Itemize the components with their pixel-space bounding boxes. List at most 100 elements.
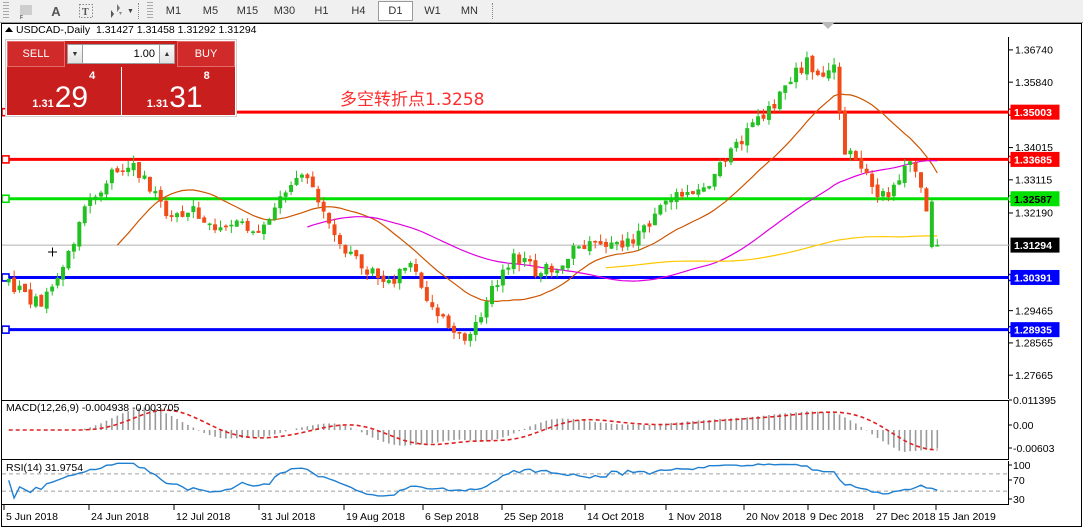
time-tick-label: 14 Oct 2018: [587, 511, 644, 523]
time-tick-label: 6 Sep 2018: [425, 511, 479, 523]
macd-tick-label: 0.011395: [1013, 395, 1056, 407]
timeframe-m5[interactable]: M5: [202, 5, 219, 17]
price-tag-label: 1.28935: [1014, 325, 1052, 337]
timeframe-m30[interactable]: M30: [273, 5, 296, 17]
time-tick-label: 24 Jun 2018: [91, 511, 149, 523]
timeframe-group: M1 M5 M15 M30 H1 H4 D1 W1 MN: [155, 1, 488, 21]
macd-pane[interactable]: MACD(12,26,9) -0.004938 -0.003705: [2, 400, 1009, 460]
timeframe-h4[interactable]: H4: [351, 5, 366, 17]
macd-chart-svg: [8, 407, 939, 452]
ma-fast-line: [116, 93, 938, 303]
timeframe-h1[interactable]: H1: [314, 5, 329, 17]
trade-panel-top: SELL ▼ 1.00 ▲ BUY: [7, 41, 235, 67]
time-tick-label: 19 Aug 2018: [346, 511, 405, 523]
hline-handle[interactable]: [2, 155, 10, 164]
price-tag-1.32587[interactable]: 1.32587: [1009, 191, 1060, 207]
ma-mid-line: [307, 159, 938, 282]
timeframe-m1[interactable]: M1: [165, 5, 182, 17]
price-tick-label: 1.32190: [1015, 208, 1053, 220]
expand-triangle-icon[interactable]: [5, 27, 13, 32]
timeframe-mn[interactable]: MN: [460, 5, 478, 17]
price-scale[interactable]: 1.367401.358401.349151.340151.331151.321…: [1009, 37, 1081, 505]
price-tick-label: 1.29465: [1015, 305, 1053, 317]
rsi-tick-label: 100: [1013, 460, 1031, 472]
sell-price-fraction: 4: [89, 70, 96, 82]
volume-increment-button[interactable]: ▲: [159, 44, 175, 64]
macd-tick-label: 0.00: [1013, 420, 1034, 432]
price-tag-1.35003[interactable]: 1.35003: [1009, 104, 1060, 120]
volume-input[interactable]: 1.00: [83, 44, 159, 64]
hline-handle[interactable]: [2, 273, 10, 282]
svg-text:T: T: [82, 7, 89, 18]
toolbar-grip-2[interactable]: [146, 2, 153, 20]
time-tick-label: 1 Nov 2018: [668, 511, 722, 523]
price-tag-1.30391[interactable]: 1.30391: [1009, 269, 1060, 285]
chart-window: USDCAD-,Daily 1.31427 1.31458 1.31292 1.…: [1, 22, 1082, 527]
toolbar: F A T ▼ M1 M5 M15 M30 H1 H4 D1 W1 MN: [0, 0, 1083, 23]
macd-signal-line: [8, 409, 938, 451]
price-tag-label: 1.33685: [1014, 154, 1052, 166]
ohlc-values: 1.31427 1.31458 1.31292 1.31294: [95, 24, 257, 36]
price-tick-label: 1.27665: [1015, 370, 1053, 382]
hline-handle[interactable]: [2, 194, 10, 204]
objects-dropdown-caret[interactable]: ▼: [127, 7, 134, 15]
price-tag-label: 1.32587: [1014, 194, 1052, 206]
time-tick-label: 9 Dec 2018: [810, 511, 864, 523]
time-axis: 5 Jun 2018 24 Jun 2018 12 Jul 2018 31 Jul 2…: [2, 505, 1081, 526]
sell-price-big: 1.31: [32, 98, 54, 110]
crosshair-cursor: [48, 247, 57, 257]
time-tick-label: 27 Dec 2018: [876, 511, 936, 523]
svg-text:F: F: [20, 15, 23, 19]
price-tick-label: 1.36740: [1015, 45, 1053, 57]
timeframe-w1[interactable]: W1: [424, 5, 441, 17]
rsi-pane[interactable]: RSI(14) 31.9754: [2, 461, 1010, 505]
macd-tick-label: -0.00603: [1013, 443, 1055, 455]
price-tick-label: 1.33115: [1015, 174, 1052, 186]
time-tick-label: 31 Jul 2018: [261, 511, 315, 523]
buy-button[interactable]: BUY: [177, 41, 235, 67]
symbol-title: USDCAD-,Daily: [16, 24, 91, 36]
price-tick-label: 1.28565: [1015, 338, 1053, 350]
rsi-tick-label: 70: [1013, 475, 1025, 487]
text-box-icon[interactable]: T: [71, 1, 101, 21]
volume-control[interactable]: ▼ 1.00 ▲: [65, 41, 177, 67]
price-tag-1.33685[interactable]: 1.33685: [1009, 151, 1060, 167]
price-chart-svg: [2, 51, 1010, 347]
collapse-arrow-icon[interactable]: [821, 22, 835, 29]
buy-price[interactable]: 1.31 31 8: [120, 67, 236, 115]
price-tick-label: 1.34015: [1015, 142, 1053, 154]
time-tick-label: 25 Sep 2018: [504, 511, 564, 523]
objects-icon[interactable]: [101, 1, 131, 21]
text-label-icon[interactable]: A: [41, 1, 71, 21]
sell-price[interactable]: 1.31 29 4: [7, 67, 121, 115]
buy-price-big: 1.31: [146, 98, 169, 110]
crosshair-grid-icon[interactable]: F: [11, 1, 41, 21]
trade-panel-prices: 1.31 29 4 1.31 31 8: [7, 67, 235, 115]
price-tag-1.28935[interactable]: 1.28935: [1009, 322, 1060, 338]
time-tick-label: 12 Jul 2018: [176, 511, 230, 523]
timeframe-d1[interactable]: D1: [377, 1, 413, 21]
time-tick-label: 20 Nov 2018: [746, 511, 806, 523]
buy-price-pips: 31: [169, 81, 203, 114]
price-tag-label: 1.35003: [1014, 107, 1052, 119]
macd-label: MACD(12,26,9) -0.004938 -0.003705: [6, 402, 180, 414]
price-tag-label: 1.31294: [1014, 240, 1052, 252]
toolbar-grip-1[interactable]: [3, 2, 9, 20]
timeframe-m15[interactable]: M15: [236, 5, 259, 17]
volume-decrement-button[interactable]: ▼: [67, 44, 83, 64]
toolbar-divider-2: [491, 3, 494, 19]
time-tick-label: 15 Jan 2019: [938, 511, 996, 523]
time-tick-label: 5 Jun 2018: [6, 511, 58, 523]
ma-slow-line: [605, 235, 938, 269]
macd-histogram: [73, 407, 939, 452]
hline-handle[interactable]: [2, 325, 10, 334]
sell-button[interactable]: SELL: [7, 41, 65, 67]
price-tag-1.31294[interactable]: 1.31294: [1010, 237, 1060, 253]
sell-price-pips: 29: [54, 81, 89, 114]
toolbar-divider-1: [137, 3, 140, 19]
price-pane[interactable]: 多空转折点1.3258: [2, 37, 1010, 399]
one-click-trading-panel[interactable]: SELL ▼ 1.00 ▲ BUY 1.31 29 4 1.31 31 8: [6, 40, 236, 116]
time-axis-svg: 5 Jun 2018 24 Jun 2018 12 Jul 2018 31 Jul 2…: [3, 505, 996, 523]
rsi-line: [8, 462, 938, 500]
